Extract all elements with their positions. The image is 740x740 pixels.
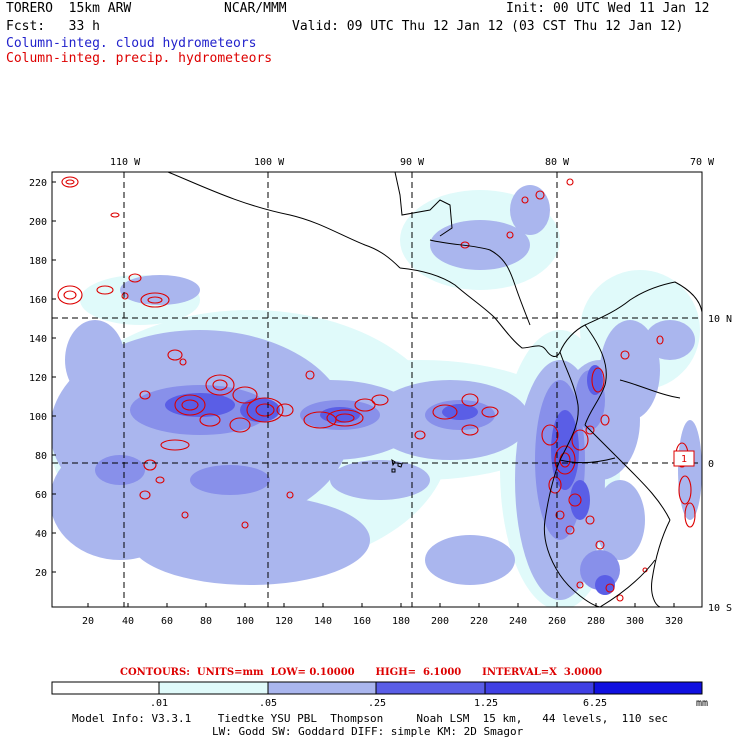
x-tick: 200: [431, 616, 449, 627]
x-tick: 220: [470, 616, 488, 627]
y-tick: 80: [35, 451, 47, 462]
colorbar-segment: [376, 682, 485, 694]
x-tick: 80: [200, 616, 212, 627]
x-tick-labels: 20 40 60 80 100 120 140 160 180 200 220 …: [82, 616, 683, 627]
x-tick: 260: [548, 616, 566, 627]
colorbar-segment: [159, 682, 268, 694]
x-tick: 300: [626, 616, 644, 627]
y-tick: 200: [29, 217, 47, 228]
y-tick: 40: [35, 529, 47, 540]
lon-labels: 110 W 100 W 90 W 80 W 70 W: [110, 157, 715, 168]
lon-label: 70 W: [690, 157, 715, 168]
lon-label: 80 W: [545, 157, 570, 168]
colorbar-units: mm: [696, 698, 709, 709]
colorbar-segment: [268, 682, 376, 694]
model-info: Model Info: V3.3.1 Tiedtke YSU PBL Thomp…: [72, 712, 669, 725]
model-physics: LW: Godd SW: Goddard DIFF: simple KM: 2D…: [212, 725, 524, 738]
colorbar-segment: [52, 682, 159, 694]
x-tick: 40: [122, 616, 134, 627]
y-tick: 120: [29, 373, 47, 384]
lat-label: 0: [708, 459, 714, 470]
y-tick: 100: [29, 412, 47, 423]
x-tick: 20: [82, 616, 94, 627]
y-tick: 220: [29, 178, 47, 189]
colorbar-label: 1.25: [474, 698, 499, 709]
axis-ticks: [52, 181, 675, 607]
valid-time: Valid: 09 UTC Thu 12 Jan 12 (03 CST Thu …: [292, 19, 684, 34]
max-marker-box: [673, 450, 695, 467]
field-cloud-label: Column-integ. cloud hydrometeors: [6, 36, 257, 51]
precip-contours: [57, 176, 696, 602]
y-tick: 140: [29, 334, 47, 345]
x-tick: 320: [665, 616, 683, 627]
lon-label: 90 W: [400, 157, 425, 168]
lon-label: 110 W: [110, 157, 141, 168]
x-tick: 120: [275, 616, 293, 627]
lon-label: 100 W: [254, 157, 285, 168]
cloud-shading: [52, 185, 702, 607]
x-tick: 240: [509, 616, 527, 627]
x-tick: 60: [161, 616, 173, 627]
y-tick: 20: [35, 568, 47, 579]
forecast-hour: Fcst: 33 h: [6, 19, 100, 34]
y-tick: 60: [35, 490, 47, 501]
lat-labels: 10 N 0 10 S: [708, 314, 732, 614]
field-precip-label: Column-integ. precip. hydrometeors: [6, 51, 273, 66]
y-tick-labels: 220 200 180 160 140 120 100 80 60 40 20: [29, 178, 47, 579]
colorbar: [51, 681, 703, 695]
colorbar-segment: [485, 682, 594, 694]
x-tick: 180: [392, 616, 410, 627]
lat-lon-grid: [52, 172, 702, 607]
colorbar-label: .25: [368, 698, 387, 709]
map-frame: [51, 171, 703, 608]
lat-label: 10 S: [708, 603, 732, 614]
coastlines: [167, 172, 702, 607]
contour-info: CONTOURS: UNITS=mm LOW= 0.10000 HIGH= 6.…: [120, 667, 603, 678]
x-tick: 140: [314, 616, 332, 627]
x-tick: 160: [353, 616, 371, 627]
y-tick: 180: [29, 256, 47, 267]
model-title: TORERO 15km ARW: [6, 1, 132, 16]
init-time: Init: 00 UTC Wed 11 Jan 12: [506, 1, 710, 16]
organization-label: NCAR/MMM: [224, 1, 287, 16]
max-marker: 1: [681, 454, 687, 465]
x-tick: 280: [587, 616, 605, 627]
colorbar-frame: [51, 681, 703, 695]
y-tick: 160: [29, 295, 47, 306]
x-tick: 100: [236, 616, 254, 627]
colorbar-label: .05: [259, 698, 278, 709]
colorbar-label: 6.25: [583, 698, 608, 709]
lat-label: 10 N: [708, 314, 732, 325]
colorbar-label: .01: [150, 698, 169, 709]
colorbar-segment: [594, 682, 702, 694]
